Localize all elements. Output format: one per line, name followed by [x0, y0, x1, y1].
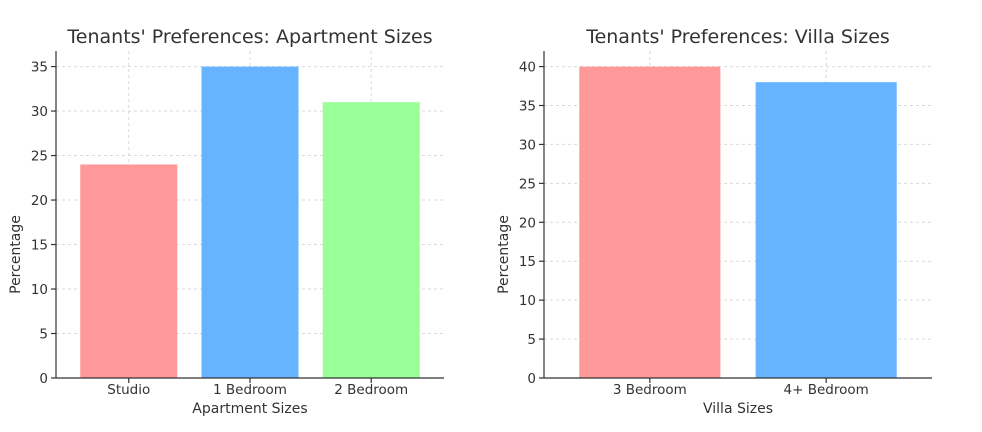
y-axis-label: Percentage	[8, 215, 24, 294]
chart-title: Tenants' Preferences: Apartment Sizes	[66, 26, 432, 48]
y-tick-label: 35	[519, 99, 536, 115]
bar-1-bedroom	[201, 66, 299, 379]
y-axis-label: Percentage	[496, 215, 512, 294]
y-tick-label: 20	[31, 193, 48, 209]
bar-2-bedroom	[322, 102, 420, 378]
x-tick-label: 3 Bedroom	[613, 382, 687, 398]
y-tick-label: 15	[31, 238, 48, 254]
chart-panel-2: 0 5 10 15 20 25 30 35 40 3 Bedroom 4+ Bedroom Tenan…	[496, 26, 932, 417]
x-tick-label: 1 Bedroom	[213, 382, 287, 398]
y-tick-label: 5	[527, 332, 536, 348]
y-tick-label: 25	[31, 149, 48, 165]
y-tick-label: 0	[39, 371, 48, 387]
y-tick-label: 10	[519, 293, 536, 309]
bar-3-bedroom	[579, 66, 721, 379]
y-tick-label: 30	[519, 137, 536, 153]
x-axis-label: Apartment Sizes	[192, 401, 307, 417]
chart-panel-1: 0 5 10 15 20 25 30 35 Studio 1 Bedroom 2 Bedroom Te…	[8, 26, 444, 417]
x-tick-label: 4+ Bedroom	[784, 382, 869, 398]
x-axis-label: Villa Sizes	[703, 401, 773, 417]
x-tick-label: 2 Bedroom	[334, 382, 408, 398]
y-tick-label: 30	[31, 104, 48, 120]
y-tick-label: 20	[519, 215, 536, 231]
y-tick-label: 15	[519, 254, 536, 270]
y-tick-label: 10	[31, 282, 48, 298]
y-tick-label: 0	[527, 371, 536, 387]
y-tick-label: 5	[39, 327, 48, 343]
x-tick-label: Studio	[107, 382, 150, 398]
y-tick-label: 40	[519, 60, 536, 76]
chart-title: Tenants' Preferences: Villa Sizes	[585, 26, 890, 48]
bar-studio	[80, 164, 178, 378]
bar-4-bedroom	[755, 82, 897, 379]
y-tick-label: 35	[31, 60, 48, 76]
y-tick-label: 25	[519, 176, 536, 192]
